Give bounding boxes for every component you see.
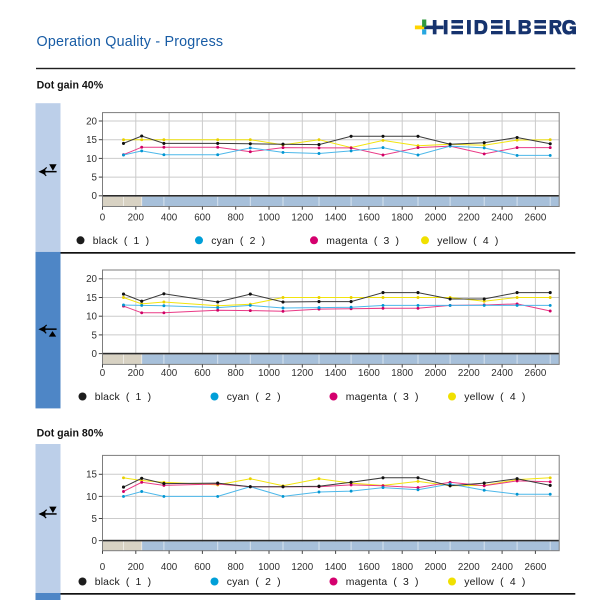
- svg-text:15: 15: [86, 135, 97, 146]
- svg-text:200: 200: [128, 213, 145, 224]
- svg-text:5: 5: [92, 173, 98, 184]
- svg-text:black ( 1 ): black ( 1 ): [93, 236, 149, 247]
- svg-text:1600: 1600: [358, 368, 380, 379]
- svg-text:10: 10: [86, 492, 97, 503]
- svg-text:1400: 1400: [325, 562, 347, 573]
- svg-text:600: 600: [194, 562, 211, 573]
- svg-text:5: 5: [92, 514, 98, 525]
- svg-text:1200: 1200: [291, 213, 313, 224]
- svg-text:0: 0: [92, 349, 98, 360]
- svg-text:1600: 1600: [358, 562, 380, 573]
- svg-text:2400: 2400: [491, 213, 513, 224]
- svg-text:10: 10: [86, 154, 97, 165]
- svg-text:yellow ( 4 ): yellow ( 4 ): [464, 392, 525, 403]
- svg-text:black ( 1 ): black ( 1 ): [95, 577, 151, 588]
- svg-text:400: 400: [161, 562, 178, 573]
- svg-text:5: 5: [92, 330, 98, 341]
- svg-text:0: 0: [92, 536, 98, 547]
- svg-text:1000: 1000: [258, 213, 280, 224]
- svg-text:Operation Quality - Progress: Operation Quality - Progress: [37, 34, 224, 50]
- svg-text:1800: 1800: [391, 562, 413, 573]
- svg-text:1200: 1200: [291, 562, 313, 573]
- svg-text:20: 20: [86, 116, 97, 127]
- svg-text:Dot gain 80%: Dot gain 80%: [37, 427, 104, 439]
- svg-text:200: 200: [128, 562, 145, 573]
- svg-text:0: 0: [100, 213, 106, 224]
- svg-text:2600: 2600: [525, 213, 547, 224]
- svg-text:2600: 2600: [525, 368, 547, 379]
- svg-text:1000: 1000: [258, 368, 280, 379]
- svg-text:2000: 2000: [425, 368, 447, 379]
- svg-text:1600: 1600: [358, 213, 380, 224]
- svg-text:1800: 1800: [391, 213, 413, 224]
- svg-text:1400: 1400: [325, 368, 347, 379]
- svg-text:0: 0: [100, 368, 106, 379]
- svg-text:magenta ( 3 ): magenta ( 3 ): [326, 236, 399, 247]
- svg-text:2400: 2400: [491, 562, 513, 573]
- svg-text:0: 0: [92, 191, 98, 202]
- svg-text:black ( 1 ): black ( 1 ): [95, 392, 151, 403]
- svg-text:400: 400: [161, 213, 178, 224]
- svg-text:600: 600: [194, 213, 211, 224]
- svg-text:cyan ( 2 ): cyan ( 2 ): [227, 392, 281, 403]
- svg-text:magenta ( 3 ): magenta ( 3 ): [346, 577, 419, 588]
- svg-text:Dot gain 40%: Dot gain 40%: [37, 80, 104, 92]
- svg-text:1800: 1800: [391, 368, 413, 379]
- svg-text:0: 0: [100, 562, 106, 573]
- svg-text:10: 10: [86, 312, 97, 323]
- svg-text:600: 600: [194, 368, 211, 379]
- svg-text:2000: 2000: [425, 213, 447, 224]
- svg-text:2200: 2200: [458, 562, 480, 573]
- svg-text:magenta ( 3 ): magenta ( 3 ): [346, 392, 419, 403]
- svg-text:2600: 2600: [525, 562, 547, 573]
- svg-text:15: 15: [86, 470, 97, 481]
- svg-text:cyan ( 2 ): cyan ( 2 ): [211, 236, 265, 247]
- svg-text:800: 800: [228, 368, 245, 379]
- svg-text:800: 800: [228, 213, 245, 224]
- svg-text:1000: 1000: [258, 562, 280, 573]
- svg-text:800: 800: [228, 562, 245, 573]
- svg-text:yellow ( 4 ): yellow ( 4 ): [464, 577, 525, 588]
- svg-text:1200: 1200: [291, 368, 313, 379]
- svg-text:2200: 2200: [458, 213, 480, 224]
- svg-text:cyan ( 2 ): cyan ( 2 ): [227, 577, 281, 588]
- svg-text:200: 200: [128, 368, 145, 379]
- svg-text:15: 15: [86, 293, 97, 304]
- svg-text:20: 20: [86, 274, 97, 285]
- svg-text:2000: 2000: [425, 562, 447, 573]
- svg-text:2200: 2200: [458, 368, 480, 379]
- svg-text:yellow ( 4 ): yellow ( 4 ): [437, 236, 498, 247]
- svg-text:1400: 1400: [325, 213, 347, 224]
- svg-text:2400: 2400: [491, 368, 513, 379]
- svg-text:400: 400: [161, 368, 178, 379]
